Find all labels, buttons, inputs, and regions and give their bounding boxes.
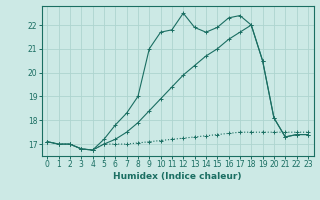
X-axis label: Humidex (Indice chaleur): Humidex (Indice chaleur) — [113, 172, 242, 181]
